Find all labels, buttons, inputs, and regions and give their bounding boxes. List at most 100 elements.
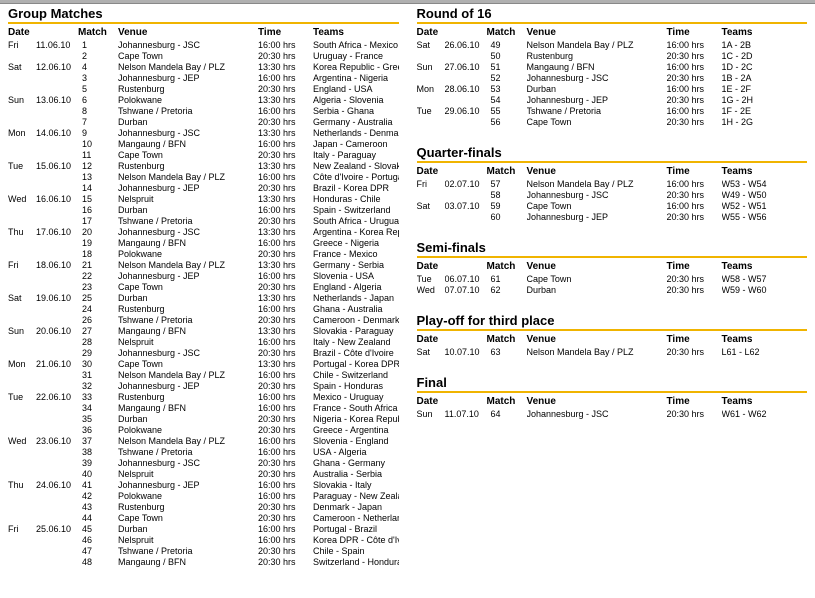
section: FinalDateMatchVenueTimeTeamsSun11.07.106… [417,375,808,419]
cell-teams: Brazil - Côte d'Ivoire [313,347,399,358]
cell-teams: Greece - Argentina [313,424,399,435]
cell-time: 13:30 hrs [258,61,313,72]
cell-teams: Japan - Cameroon [313,138,399,149]
cell-teams: Switzerland - Honduras [313,556,399,567]
cell-match: 27 [78,325,118,336]
cell-day: Wed [417,284,445,295]
cell-date [36,314,78,325]
cell-teams: Algeria - Slovenia [313,94,399,105]
cell-teams: Slovakia - Paraguay [313,325,399,336]
cell-time: 20:30 hrs [258,545,313,556]
cell-teams: Argentina - Korea Republic [313,226,399,237]
col-venue-header: Venue [527,333,667,346]
table-row: Mon21.06.1030Cape Town13:30 hrsPortugal … [8,358,399,369]
cell-teams: Nigeria - Korea Republic [313,413,399,424]
cell-match: 49 [487,39,527,50]
cell-time: 16:00 hrs [258,105,313,116]
cell-date [36,490,78,501]
cell-teams: 1G - 2H [722,94,808,105]
cell-venue: Rustenburg [118,391,258,402]
cell-venue: Durban [527,284,667,295]
cell-venue: Rustenburg [527,50,667,61]
table-row: 58Johannesburg - JSC20:30 hrsW49 - W50 [417,189,808,200]
cell-match: 22 [78,270,118,281]
cell-date [445,189,487,200]
cell-time: 16:00 hrs [258,446,313,457]
cell-teams: Slovenia - England [313,435,399,446]
cell-match: 8 [78,105,118,116]
cell-teams: 1D - 2C [722,61,808,72]
cell-time: 16:00 hrs [258,204,313,215]
cell-match: 4 [78,61,118,72]
cell-match: 35 [78,413,118,424]
cell-venue: Cape Town [527,273,667,284]
cell-time: 20:30 hrs [258,215,313,226]
cell-match: 21 [78,259,118,270]
cell-teams: Serbia - Ghana [313,105,399,116]
cell-date [36,336,78,347]
section-title: Semi-finals [417,240,808,256]
section-title: Play-off for third place [417,313,808,329]
table-row: Sat03.07.1059Cape Town16:00 hrsW52 - W51 [417,200,808,211]
cell-day: Sat [8,61,36,72]
cell-venue: Cape Town [118,149,258,160]
cell-venue: Johannesburg - JEP [527,211,667,222]
cell-match: 63 [487,346,527,357]
right-column: Round of 16DateMatchVenueTimeTeamsSat26.… [417,6,808,585]
cell-teams: Netherlands - Denmark [313,127,399,138]
cell-venue: Cape Town [118,512,258,523]
cell-date [445,50,487,61]
col-teams-header: Teams [722,165,808,178]
cell-time: 20:30 hrs [258,314,313,325]
cell-match: 34 [78,402,118,413]
cell-date [445,116,487,127]
cell-date: 26.06.10 [445,39,487,50]
cell-match: 61 [487,273,527,284]
cell-venue: Rustenburg [118,83,258,94]
cell-match: 42 [78,490,118,501]
cell-day [417,116,445,127]
cell-teams: France - South Africa [313,402,399,413]
table-row: 22Johannesburg - JEP16:00 hrsSlovenia - … [8,270,399,281]
section-title: Group Matches [8,6,399,22]
cell-match: 11 [78,149,118,160]
col-date-header: Date [417,260,487,273]
table-row: 54Johannesburg - JEP20:30 hrs1G - 2H [417,94,808,105]
cell-venue: Tshwane / Pretoria [118,545,258,556]
cell-teams: Germany - Australia [313,116,399,127]
col-venue-header: Venue [118,26,258,39]
cell-venue: Johannesburg - JEP [118,182,258,193]
cell-date [36,512,78,523]
col-time-header: Time [667,333,722,346]
cell-time: 13:30 hrs [258,259,313,270]
cell-date: 13.06.10 [36,94,78,105]
cell-match: 33 [78,391,118,402]
cell-day [8,402,36,413]
cell-match: 20 [78,226,118,237]
cell-date: 25.06.10 [36,523,78,534]
cell-date [36,50,78,61]
cell-venue: Johannesburg - JSC [118,226,258,237]
col-venue-header: Venue [527,165,667,178]
col-time-header: Time [258,26,313,39]
cell-day: Tue [417,273,445,284]
cell-venue: Durban [118,116,258,127]
cell-match: 28 [78,336,118,347]
col-match-header: Match [487,395,527,408]
cell-time: 16:00 hrs [667,61,722,72]
cell-teams: Paraguay - New Zealand [313,490,399,501]
cell-day [8,138,36,149]
cell-date [36,457,78,468]
table-row: 29Johannesburg - JSC20:30 hrsBrazil - Cô… [8,347,399,358]
cell-teams: Honduras - Chile [313,193,399,204]
cell-venue: Durban [527,83,667,94]
cell-venue: Nelspruit [118,534,258,545]
table-row: 34Mangaung / BFN16:00 hrsFrance - South … [8,402,399,413]
section-rule [417,391,808,393]
cell-time: 16:00 hrs [258,237,313,248]
cell-day [8,72,36,83]
cell-teams: Italy - Paraguay [313,149,399,160]
cell-match: 55 [487,105,527,116]
cell-match: 23 [78,281,118,292]
table-row: 18Polokwane20:30 hrsFrance - Mexico [8,248,399,259]
